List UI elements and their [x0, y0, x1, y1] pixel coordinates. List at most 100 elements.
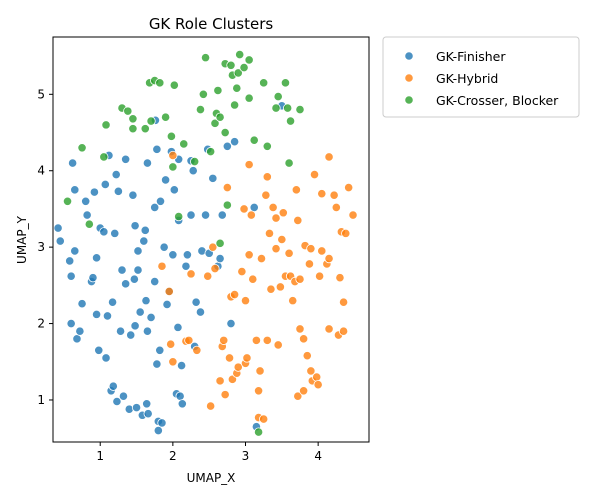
legend-marker-0: [404, 51, 414, 61]
data-point-series-2-8: [128, 114, 138, 124]
data-point-series-0-8: [72, 334, 82, 344]
data-point-series-0-46: [135, 307, 145, 317]
data-point-series-1-44: [275, 282, 285, 292]
data-point-series-1-43: [273, 340, 283, 350]
data-point-series-0-36: [121, 154, 131, 164]
data-point-series-0-38: [126, 330, 136, 340]
data-point-series-1-6: [192, 345, 202, 355]
data-point-series-0-72: [169, 185, 179, 195]
data-point-series-1-27: [246, 210, 256, 220]
data-point-series-0-67: [160, 175, 171, 185]
data-point-series-2-41: [253, 427, 264, 437]
data-point-series-0-22: [101, 353, 111, 363]
data-point-series-1-32: [255, 366, 265, 376]
data-point-series-1-7: [203, 271, 213, 281]
legend-label-1: GK-Hybrid: [436, 71, 498, 86]
data-point-series-2-34: [232, 83, 242, 93]
data-point-series-1-30: [253, 386, 264, 396]
data-point-series-1-68: [315, 271, 325, 281]
data-point-series-0-87: [195, 307, 206, 317]
data-point-series-2-23: [206, 147, 216, 157]
data-point-series-0-14: [88, 273, 98, 283]
data-point-series-1-75: [329, 190, 339, 200]
data-point-series-1-55: [295, 274, 305, 284]
data-point-series-2-1: [77, 143, 87, 153]
data-point-series-1-24: [242, 353, 252, 363]
data-point-series-1-13: [220, 390, 230, 400]
data-point-series-1-52: [291, 185, 301, 195]
data-point-series-0-53: [142, 158, 153, 168]
data-point-series-0-33: [117, 265, 127, 275]
data-point-series-2-16: [169, 80, 179, 90]
data-point-series-1-21: [239, 204, 249, 214]
data-point-series-2-3: [99, 152, 109, 162]
data-point-series-0-43: [131, 403, 142, 413]
data-point-series-1-45: [277, 234, 287, 245]
data-point-series-0-7: [66, 318, 76, 329]
data-point-series-0-27: [108, 381, 118, 391]
data-point-series-0-28: [110, 228, 120, 238]
data-point-series-2-49: [285, 116, 296, 126]
legend-entries: GK-Finisher GK-Hybrid GK-Crosser, Blocker: [404, 49, 559, 108]
data-point-series-2-11: [146, 116, 156, 126]
data-point-series-1-16: [227, 374, 238, 384]
data-point-series-2-21: [198, 89, 208, 99]
data-point-series-0-40: [129, 274, 139, 284]
data-point-series-2-14: [160, 112, 171, 122]
data-point-series-1-10: [215, 376, 225, 386]
data-point-series-2-44: [271, 103, 281, 113]
data-point-series-1-22: [240, 296, 251, 306]
data-point-series-0-49: [140, 225, 150, 235]
data-point-series-0-62: [153, 425, 163, 436]
data-point-series-0-5: [70, 185, 80, 195]
data-point-series-0-3: [66, 271, 76, 281]
x-axis-title: UMAP_X: [187, 471, 236, 485]
data-point-series-1-53: [293, 391, 303, 401]
data-point-series-2-33: [230, 100, 240, 110]
data-point-series-2-24: [210, 118, 220, 128]
data-point-series-1-86: [184, 335, 194, 345]
data-point-series-2-17: [174, 211, 184, 222]
data-point-series-1-58: [299, 386, 309, 396]
data-point-series-1-81: [338, 297, 349, 307]
data-point-series-1-0: [157, 261, 167, 271]
data-point-series-1-26: [244, 250, 254, 260]
data-point-series-1-72: [324, 254, 334, 264]
data-point-series-2-31: [226, 60, 236, 70]
data-point-series-2-6: [123, 106, 133, 116]
data-point-series-2-43: [262, 141, 272, 151]
data-point-series-1-84: [348, 210, 358, 220]
data-point-series-1-69: [317, 246, 327, 256]
data-point-series-0-60: [152, 144, 162, 154]
data-point-series-0-81: [182, 250, 192, 260]
data-point-series-0-12: [82, 210, 92, 220]
data-point-series-1-57: [299, 334, 309, 344]
data-point-series-2-18: [179, 139, 189, 149]
data-point-series-1-61: [304, 259, 315, 269]
y-axis-ticks: 1 2 3 4 5: [37, 87, 53, 407]
data-point-series-2-2: [84, 219, 94, 229]
data-point-series-1-35: [261, 190, 271, 200]
data-point-series-0-17: [91, 309, 102, 319]
data-point-series-0-31: [113, 186, 123, 196]
legend-marker-1: [404, 73, 414, 83]
data-point-series-2-7: [128, 124, 138, 134]
data-point-series-0-66: [159, 242, 169, 252]
data-point-series-2-52: [168, 162, 178, 172]
data-point-series-0-48: [139, 236, 149, 246]
data-point-series-0-96: [222, 141, 232, 151]
legend-label-0: GK-Finisher: [436, 49, 506, 64]
data-point-series-1-20: [237, 266, 247, 277]
data-point-series-1-34: [259, 414, 269, 424]
data-point-series-2-19: [190, 156, 200, 167]
data-point-series-0-35: [121, 279, 131, 289]
data-point-series-0-79: [177, 399, 187, 409]
data-point-series-1-67: [313, 380, 323, 390]
data-point-series-0-51: [142, 399, 152, 409]
data-point-series-0-64: [155, 196, 166, 206]
legend-marker-2: [404, 95, 414, 105]
data-point-series-0-6: [70, 246, 80, 256]
data-point-series-1-12: [219, 335, 229, 345]
data-point-series-2-48: [284, 158, 294, 168]
